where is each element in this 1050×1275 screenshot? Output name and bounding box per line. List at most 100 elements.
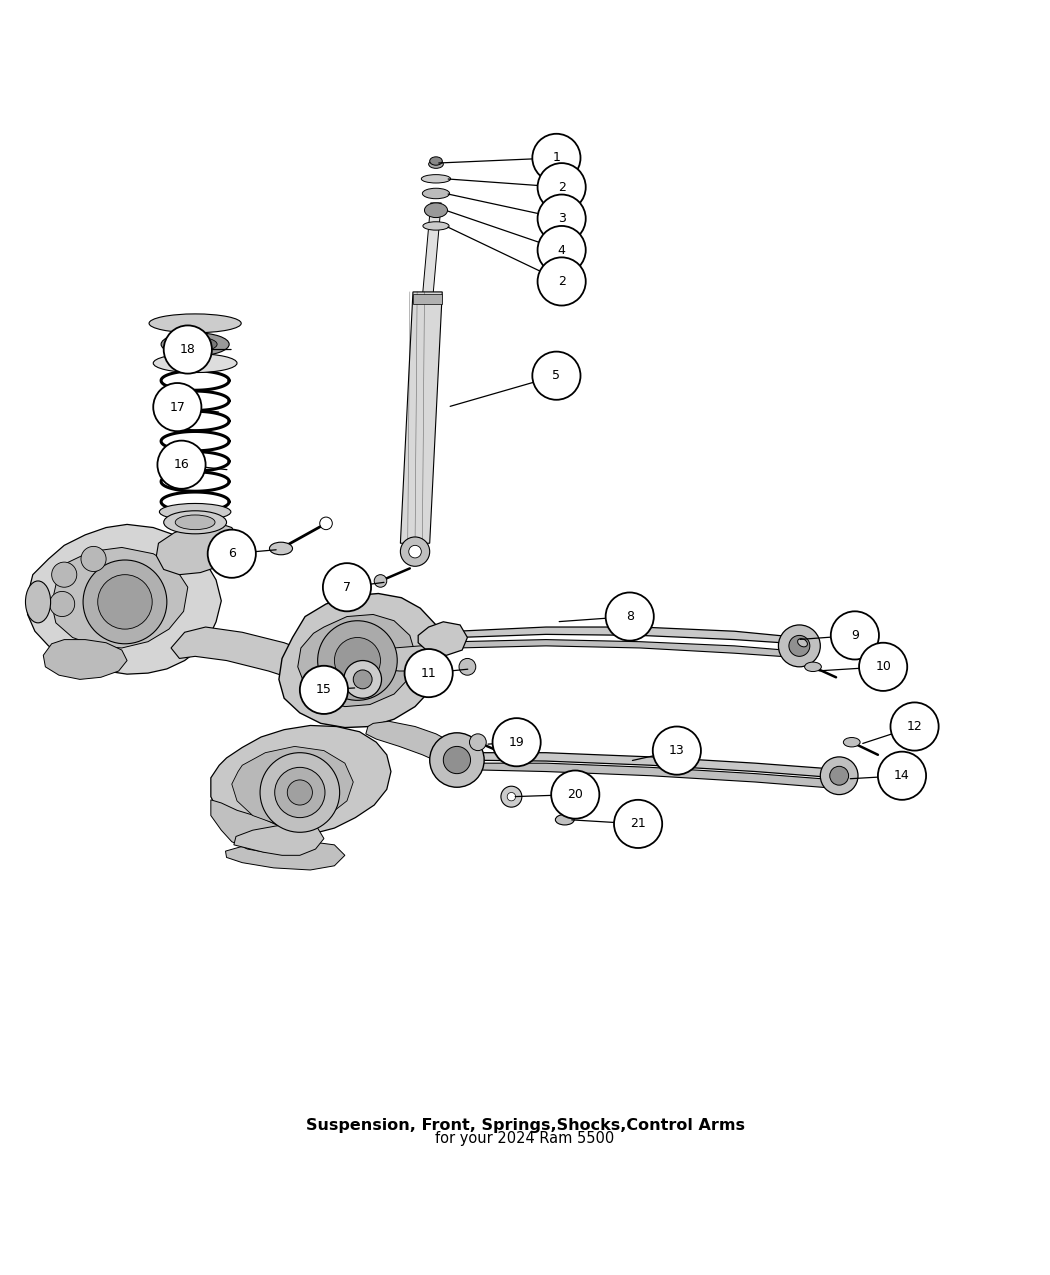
Circle shape (538, 258, 586, 306)
Circle shape (778, 625, 820, 667)
Circle shape (606, 593, 654, 640)
Text: 15: 15 (316, 683, 332, 696)
Ellipse shape (422, 189, 449, 199)
Text: 16: 16 (173, 458, 189, 472)
Ellipse shape (555, 815, 574, 825)
Ellipse shape (423, 222, 449, 230)
Polygon shape (43, 640, 127, 680)
Text: Suspension, Front, Springs,Shocks,Control Arms: Suspension, Front, Springs,Shocks,Contro… (306, 1118, 744, 1133)
Polygon shape (400, 292, 442, 543)
Polygon shape (51, 547, 188, 648)
Circle shape (353, 669, 372, 688)
Circle shape (551, 770, 600, 819)
Text: 18: 18 (180, 343, 195, 356)
Circle shape (404, 649, 453, 697)
Circle shape (614, 799, 663, 848)
Circle shape (318, 621, 397, 700)
Circle shape (653, 727, 701, 775)
Polygon shape (457, 764, 837, 788)
Polygon shape (422, 203, 441, 297)
Circle shape (98, 575, 152, 629)
Circle shape (153, 382, 202, 431)
Circle shape (878, 752, 926, 799)
Text: 1: 1 (552, 152, 561, 164)
Ellipse shape (173, 337, 217, 352)
Circle shape (501, 787, 522, 807)
Circle shape (320, 518, 332, 529)
Text: 21: 21 (630, 817, 646, 830)
Ellipse shape (428, 159, 443, 168)
Text: 2: 2 (558, 275, 566, 288)
Circle shape (538, 163, 586, 212)
Circle shape (300, 666, 348, 714)
Circle shape (459, 658, 476, 676)
Circle shape (400, 537, 429, 566)
Text: 7: 7 (343, 580, 351, 594)
Ellipse shape (153, 353, 237, 372)
Polygon shape (279, 594, 443, 728)
Ellipse shape (843, 737, 860, 747)
Text: 17: 17 (169, 400, 185, 413)
Text: 20: 20 (567, 788, 583, 801)
Polygon shape (457, 640, 797, 658)
Polygon shape (457, 752, 839, 778)
Circle shape (260, 752, 339, 833)
Text: 10: 10 (876, 660, 891, 673)
Polygon shape (232, 746, 353, 824)
Ellipse shape (160, 504, 231, 520)
Circle shape (469, 734, 486, 751)
Circle shape (275, 768, 326, 817)
Circle shape (820, 757, 858, 794)
Polygon shape (226, 842, 344, 870)
Ellipse shape (804, 662, 821, 672)
Ellipse shape (164, 511, 227, 534)
Ellipse shape (25, 581, 50, 623)
Text: 4: 4 (558, 244, 566, 256)
Circle shape (81, 547, 106, 571)
Circle shape (831, 611, 879, 659)
Circle shape (443, 746, 470, 774)
Ellipse shape (798, 639, 807, 646)
Text: 14: 14 (895, 769, 910, 783)
Circle shape (538, 226, 586, 274)
Text: 12: 12 (907, 720, 923, 733)
Ellipse shape (149, 314, 242, 333)
Circle shape (49, 592, 75, 617)
Text: 6: 6 (228, 547, 235, 560)
Polygon shape (418, 622, 467, 655)
Text: 3: 3 (558, 212, 566, 226)
Circle shape (789, 635, 810, 657)
Ellipse shape (270, 542, 293, 555)
Polygon shape (211, 725, 391, 836)
Ellipse shape (175, 515, 215, 529)
Text: 9: 9 (850, 629, 859, 641)
Polygon shape (376, 646, 446, 671)
Circle shape (408, 546, 421, 558)
Circle shape (343, 660, 381, 699)
Text: for your 2024 Ram 5500: for your 2024 Ram 5500 (436, 1131, 614, 1145)
Circle shape (51, 562, 77, 588)
Circle shape (158, 441, 206, 488)
Text: 5: 5 (552, 370, 561, 382)
Ellipse shape (421, 175, 450, 184)
Circle shape (492, 718, 541, 766)
Circle shape (507, 793, 516, 801)
Text: 2: 2 (558, 181, 566, 194)
Circle shape (334, 638, 380, 683)
Circle shape (374, 575, 386, 588)
Circle shape (532, 134, 581, 182)
Polygon shape (365, 722, 460, 765)
Circle shape (429, 733, 484, 787)
Circle shape (538, 195, 586, 242)
Ellipse shape (424, 203, 447, 218)
Circle shape (208, 529, 256, 578)
Polygon shape (413, 295, 442, 305)
Polygon shape (211, 799, 287, 852)
Circle shape (890, 703, 939, 751)
Text: 19: 19 (509, 736, 525, 748)
Text: 8: 8 (626, 609, 634, 623)
Polygon shape (171, 627, 373, 709)
Circle shape (859, 643, 907, 691)
Circle shape (83, 560, 167, 644)
Polygon shape (27, 524, 222, 674)
